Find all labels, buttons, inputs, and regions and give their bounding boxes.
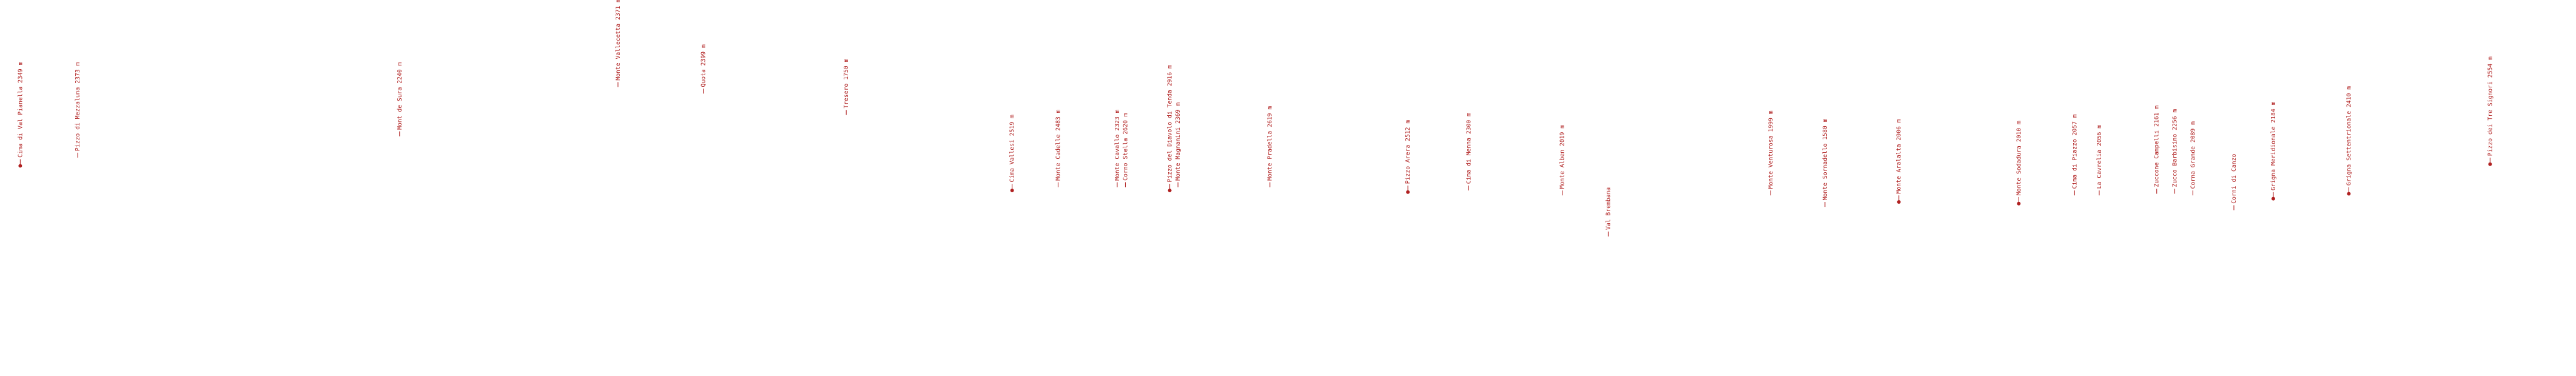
- peak-marker: [1010, 189, 1014, 193]
- peak-label: Monte Pradella 2619 m: [1267, 106, 1274, 181]
- peak-label: Cima di Piazzo 2057 m: [2071, 114, 2078, 189]
- peak-label: Corno Stella 2620 m: [1122, 113, 1129, 180]
- peak-marker: [1168, 189, 1172, 193]
- peak-label: Val Brembana: [1605, 187, 1612, 230]
- peak-label: Grigna Settentrionale 2410 m: [2346, 86, 2352, 186]
- peak-marker: [2017, 201, 2021, 206]
- peak-label: Monte Vallecetta 2371 m: [615, 0, 622, 81]
- peak-label: Pizzo di Mezzaluna 2373 m: [75, 62, 81, 151]
- peak-label: Grigna Meridionale 2184 m: [2270, 101, 2277, 190]
- peak-marker: [2488, 162, 2492, 166]
- peak-label: Cima di Menna 2300 m: [1465, 113, 1472, 184]
- peak-marker: [2347, 192, 2351, 196]
- peak-label: La Cavrelia 2056 m: [2096, 125, 2103, 189]
- peak-label: Pizzo del Diavolo di Tenda 2916 m: [1167, 65, 1174, 183]
- peak-marker: [1406, 190, 1410, 194]
- peak-label: Pizzo Arera 2512 m: [1405, 120, 1411, 184]
- peak-label: Monte Cavallo 2323 m: [1114, 109, 1121, 180]
- peak-label: Pizzo dei Tre Signori 2554 m: [2487, 56, 2494, 156]
- peak-marker: [2271, 196, 2275, 201]
- peak-label: Monte Venturosa 1999 m: [1767, 110, 1774, 189]
- peak-label: Monte Sodadura 2010 m: [2016, 121, 2022, 195]
- peak-label: Quota 2399 m: [701, 44, 707, 87]
- peak-label: Monte Magnanini 2369 m: [1175, 102, 1182, 181]
- peak-label: Mont de Sura 2240 m: [397, 62, 403, 129]
- peak-marker: [1897, 200, 1901, 204]
- peak-label: Tresero 1750 m: [843, 59, 850, 109]
- peak-label: Zuccone Campelli 2161 m: [2154, 106, 2161, 187]
- peak-label: Monte Cadelle 2483 m: [1055, 109, 1061, 180]
- peak-marker: [18, 164, 22, 168]
- peak-label: Zucco Barbisino 2256 m: [2172, 109, 2179, 187]
- peak-label: Corni di Canzo: [2231, 154, 2238, 204]
- peak-label: Corna Grande 2089 m: [2190, 121, 2196, 189]
- peak-label: Monte Alben 2019 m: [1559, 125, 1566, 189]
- peak-label: Monte Sornadello 1580 m: [1822, 118, 1829, 200]
- peak-label: Monte Aralalta 2006 m: [1896, 119, 1903, 193]
- peak-label: Cima Vallesi 2519 m: [1009, 115, 1016, 182]
- peak-label: Cima di Val Pianella 2349 m: [17, 62, 24, 158]
